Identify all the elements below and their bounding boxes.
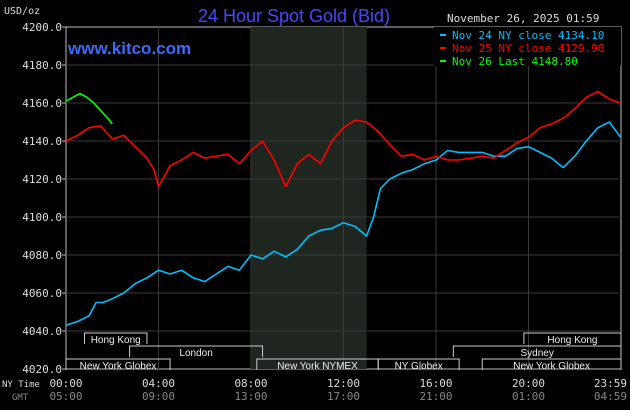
x-tick-label-ny: 16:00 [419, 377, 452, 390]
x-tick-label-ny: 08:00 [234, 377, 267, 390]
x-row-label-gmt: GMT [12, 393, 29, 403]
session-label: New York NYMEX [277, 361, 358, 372]
series-line-2 [65, 92, 113, 125]
session-bar [523, 332, 622, 344]
x-tick-label-ny: 12:00 [327, 377, 360, 390]
x-tick-label-gmt: 17:00 [327, 390, 360, 403]
x-tick-label-gmt: 09:00 [142, 390, 175, 403]
session-label: Sydney [520, 348, 553, 359]
y-tick-label: 4140.0 [22, 135, 62, 148]
y-tick-label: 4020.0 [22, 363, 62, 376]
session-label: Hong Kong [91, 335, 141, 346]
x-tick-label-gmt: 01:00 [512, 390, 545, 403]
x-tick-label-gmt: 13:00 [234, 390, 267, 403]
session-bar [129, 345, 264, 357]
session-label: London [179, 348, 212, 359]
session-label: New York Globex [513, 361, 590, 372]
legend-entry: Nov 24 NY close 4134.10 [452, 29, 604, 42]
x-tick-label-ny: 04:00 [142, 377, 175, 390]
watermark-url: www.kitco.com [67, 39, 191, 58]
y-tick-label: 4040.0 [22, 325, 62, 338]
series-line-0 [65, 121, 622, 327]
session-label: Hong Kong [547, 335, 597, 346]
y-tick-label: 4180.0 [22, 59, 62, 72]
chart-timestamp: November 26, 2025 01:59 [447, 12, 599, 25]
x-row-label-ny: NY Time [2, 380, 40, 390]
y-tick-label: 4060.0 [22, 287, 62, 300]
x-tick-label-ny: 20:00 [512, 377, 545, 390]
session-bar [452, 345, 622, 357]
y-tick-label: 4100.0 [22, 211, 62, 224]
shaded-trading-hours [251, 27, 367, 369]
x-tick-label-ny: 00:00 [49, 377, 82, 390]
session-label: New York Globex [80, 361, 157, 372]
x-tick-label-gmt: 05:00 [49, 390, 82, 403]
chart-title: 24 Hour Spot Gold (Bid) [198, 6, 390, 26]
y-tick-label: 4200.0 [22, 21, 62, 34]
legend-entry: Nov 26 Last 4148.80 [452, 55, 578, 68]
x-tick-label-gmt: 21:00 [419, 390, 452, 403]
session-bar [481, 358, 622, 370]
y-tick-label: 4080.0 [22, 249, 62, 262]
legend-entry: Nov 25 NY close 4129.90 [452, 42, 604, 55]
series-line-1 [65, 90, 621, 188]
y-axis-unit-label: USD/oz [4, 6, 40, 17]
y-tick-label: 4160.0 [22, 97, 62, 110]
x-tick-label-gmt: 04:59 [594, 390, 627, 403]
session-label: NY Globex [395, 361, 443, 372]
legend-box [434, 27, 621, 66]
y-tick-label: 4120.0 [22, 173, 62, 186]
x-tick-label-ny: 23:59 [594, 377, 627, 390]
session-bar [65, 358, 171, 370]
session-bar [377, 358, 460, 370]
session-bar [84, 332, 148, 344]
